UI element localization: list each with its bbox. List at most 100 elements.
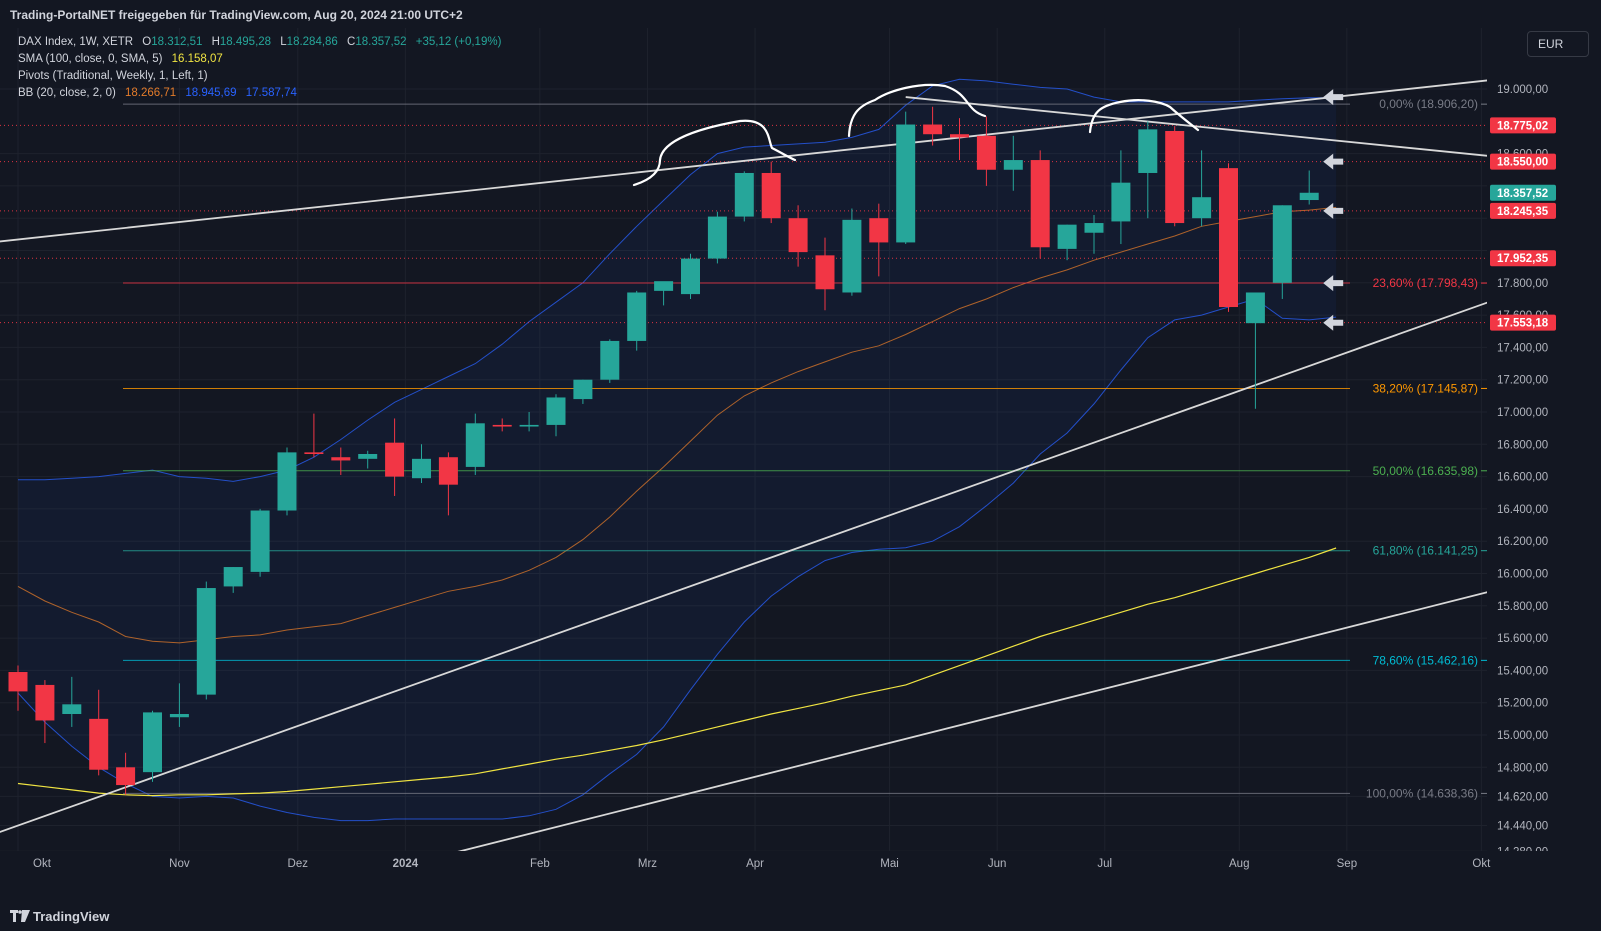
candle-body (385, 442, 405, 477)
price-tick-label: 16.400,00 (1497, 504, 1548, 516)
chart-pane[interactable]: 0,00% (18.906,20) 23,60% (17.798,43) 38,20… (0, 28, 1601, 901)
price-tick-label: 17.400,00 (1497, 342, 1548, 354)
candle-body (412, 458, 431, 479)
candle-body (1165, 130, 1185, 224)
candle-body (304, 452, 324, 454)
price-tick-label: 15.200,00 (1497, 698, 1548, 710)
bb-fill (18, 79, 1337, 821)
candle-body (223, 567, 243, 587)
candle-body (815, 255, 835, 290)
trendline (0, 298, 1498, 833)
price-tick-label: 17.200,00 (1497, 375, 1548, 387)
candle-body (1138, 129, 1158, 173)
legend-symbol: DAX Index, 1W, XETR (18, 36, 134, 48)
time-tick-label: Nov (169, 858, 190, 870)
sma-line (17, 547, 1337, 797)
price-tick-label: 17.000,00 (1497, 407, 1548, 419)
legend-high: 18.495,28 (219, 36, 272, 48)
last-price-badge-label: 18.357,52 (1497, 188, 1548, 200)
legend-symbol-row[interactable]: DAX Index, 1W, XETR O18.312,51 H18.495,2… (18, 34, 507, 51)
trendlines (0, 78, 1498, 862)
trendline (0, 78, 1498, 243)
candle-body (89, 718, 109, 770)
chart-share-title: Trading-PortalNET freigegeben für Tradin… (0, 0, 1601, 28)
legend-sma-row[interactable]: SMA (100, close, 0, SMA, 5) 16.158,07 (18, 51, 507, 68)
time-axis-bg (0, 851, 1601, 901)
sma-100-line (17, 547, 1337, 797)
time-tick-label: Feb (530, 858, 550, 870)
bb-upper-line (18, 78, 1337, 482)
candle-body (1299, 192, 1319, 201)
candle-body (1245, 292, 1265, 324)
legend-bb-upper: 18.945,69 (185, 87, 237, 99)
legend-sma-label: SMA (100, close, 0, SMA, 5) (18, 53, 163, 65)
candle-body (519, 424, 539, 427)
legend-close-label: C (347, 36, 356, 48)
price-tick-label: 19.000,00 (1497, 84, 1548, 96)
bb-basis-line (17, 206, 1337, 644)
candle-body (1084, 223, 1104, 233)
legend-pivots-row[interactable]: Pivots (Traditional, Weekly, 1, Left, 1) (18, 68, 507, 85)
indicator-legend: DAX Index, 1W, XETR O18.312,51 H18.495,2… (18, 34, 507, 102)
candle-body (546, 397, 566, 425)
fib-level-label: 23,60% (17.798,43) (1373, 276, 1478, 290)
price-tick-label: 14.620,00 (1497, 791, 1548, 803)
legend-sma-value: 16.158,07 (171, 53, 223, 65)
candle-body (331, 457, 351, 461)
candle-body (1272, 205, 1292, 283)
price-tick-label: 16.800,00 (1497, 439, 1548, 451)
fib-level-label: 100,00% (14.638,36) (1366, 786, 1478, 800)
legend-pivots-label: Pivots (Traditional, Weekly, 1, Left, 1) (18, 70, 208, 82)
fib-level-label: 78,60% (15.462,16) (1373, 653, 1478, 667)
price-tick-label: 17.800,00 (1497, 278, 1548, 290)
arrow-marker-icon (1323, 89, 1344, 106)
candle-body (707, 216, 727, 259)
arrow-marker-icon (1323, 275, 1344, 292)
last-price-badge (1490, 184, 1556, 201)
candle-body (35, 684, 55, 721)
legend-low: 18.284,86 (286, 36, 338, 48)
pivot-price-badge-label: 17.952,35 (1497, 253, 1549, 265)
candle-body (465, 423, 485, 467)
candle-body (1192, 197, 1212, 219)
price-tick-label: 15.400,00 (1497, 665, 1548, 677)
footer: TradingView (0, 901, 1601, 931)
price-tick-label: 14.800,00 (1497, 762, 1548, 774)
legend-bb-label: BB (20, close, 2, 0) (18, 87, 116, 99)
price-tick-label: 16.600,00 (1497, 472, 1548, 484)
hand-drawn-curve (1088, 99, 1200, 134)
arrow-marker-icon (1323, 202, 1344, 219)
candle-body (734, 172, 754, 217)
candle-body (492, 424, 512, 427)
price-tick-label: 15.800,00 (1497, 601, 1548, 613)
pivot-price-badge (1490, 314, 1556, 331)
time-tick-label: Jun (988, 858, 1007, 870)
price-chart[interactable]: 0,00% (18.906,20) 23,60% (17.798,43) 38,20… (0, 28, 1601, 901)
candle-body (1219, 168, 1238, 308)
candle-body (277, 452, 297, 511)
legend-high-label: H (211, 36, 220, 48)
pivot-price-badge (1490, 202, 1556, 219)
currency-button[interactable]: EUR (1527, 31, 1589, 57)
candle-body (869, 218, 889, 243)
candle-body (1057, 224, 1077, 249)
price-tick-label: 16.200,00 (1497, 536, 1548, 548)
candle-body (358, 453, 378, 459)
legend-bb-row[interactable]: BB (20, close, 2, 0) 18.266,71 18.945,69… (18, 85, 507, 102)
fib-level-label: 61,80% (16.141,25) (1373, 544, 1478, 558)
price-tick-label: 15.000,00 (1497, 730, 1548, 742)
candle-body (761, 172, 781, 219)
time-tick-label: Aug (1229, 858, 1249, 870)
pivot-price-badge (1490, 250, 1556, 267)
candle-body (976, 135, 996, 170)
pivot-price-badge-label: 17.553,18 (1497, 318, 1549, 330)
legend-bb-basis: 18.266,71 (125, 87, 177, 99)
time-tick-label: 2024 (393, 858, 419, 870)
price-tick-label: 15.600,00 (1497, 633, 1548, 645)
candle-body (143, 712, 162, 773)
legend-low-label: L (280, 36, 287, 48)
candle-body (8, 672, 28, 692)
candle-body (438, 457, 458, 485)
time-tick-label: Mrz (638, 858, 657, 870)
pivot-price-badge-label: 18.245,35 (1497, 206, 1549, 218)
